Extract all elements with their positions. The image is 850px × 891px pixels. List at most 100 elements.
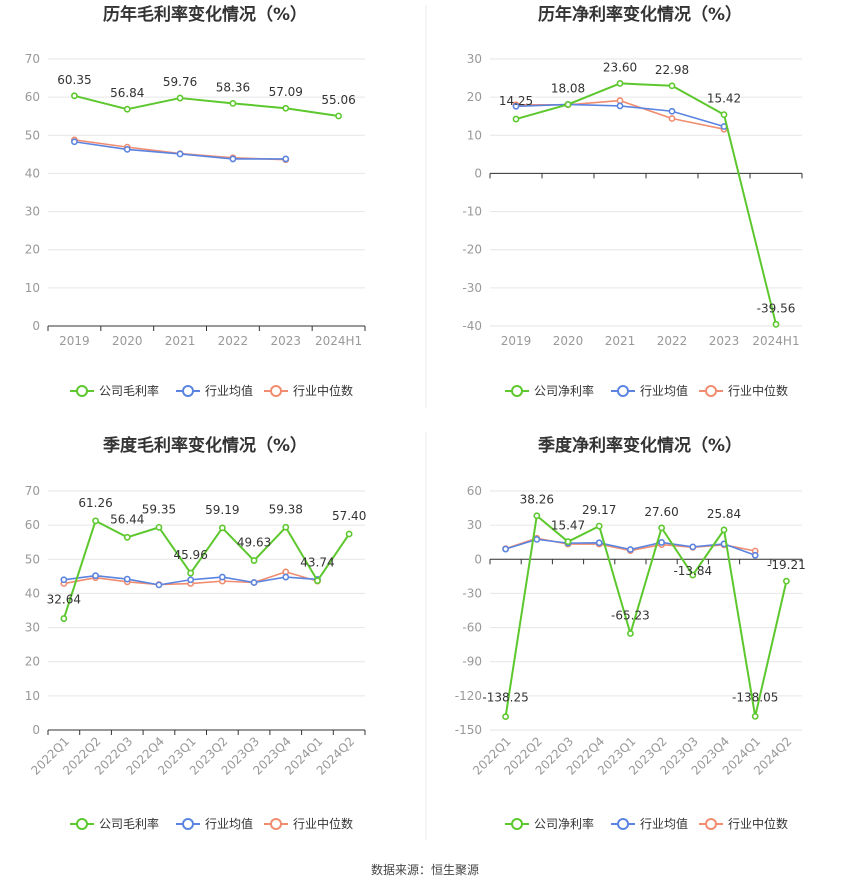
data-label: -13.84: [673, 564, 712, 578]
legend-label-avg: 行业均值: [640, 383, 688, 398]
x-tick-label: 2024H1: [315, 334, 362, 348]
data-point-avg: [668, 107, 676, 115]
data-label: 60.35: [57, 73, 91, 87]
data-point-avg: [282, 155, 290, 163]
data-label: 15.42: [707, 92, 741, 106]
data-point-company: [720, 111, 728, 119]
y-tick-label: -120: [455, 689, 482, 703]
y-tick-label: 20: [467, 90, 482, 104]
series-line-company: [515, 82, 777, 325]
data-label: 57.40: [332, 509, 366, 523]
annual-net-margin-chart: 历年净利率变化情况（%） -40 -30 -20 -10 0 10 20 30 2019 2020 2…: [462, 4, 803, 398]
data-point-company: [60, 615, 68, 622]
data-label: 25.84: [707, 507, 741, 521]
data-label: 59.35: [142, 502, 176, 516]
data-point-company: [218, 524, 226, 532]
data-point-company: [92, 517, 99, 525]
y-tick-label: 20: [25, 243, 40, 257]
data-label: 27.60: [644, 505, 678, 519]
y-tick-label: 20: [25, 655, 40, 669]
data-label: -19.21: [767, 558, 806, 572]
data-point-avg: [92, 572, 99, 580]
data-point-company: [533, 512, 541, 520]
y-tick-label: 70: [25, 52, 40, 66]
chart-title: 历年净利率变化情况（%）: [538, 4, 742, 25]
data-point-avg: [595, 539, 603, 547]
data-label: -138.25: [482, 691, 528, 705]
data-point-avg: [187, 576, 195, 584]
data-point-company: [282, 104, 290, 112]
data-label: 58.36: [216, 80, 250, 94]
y-tick-label: -30: [462, 586, 482, 600]
data-point-company: [751, 712, 759, 720]
data-label: 59.76: [163, 75, 197, 89]
y-tick-label: -30: [462, 281, 482, 295]
data-point-avg: [533, 535, 541, 543]
data-point-company: [564, 101, 572, 108]
data-point-company: [282, 523, 290, 531]
data-label: 45.96: [173, 548, 207, 562]
data-point-company: [335, 112, 342, 120]
data-label: -138.05: [732, 690, 778, 704]
data-point-avg: [250, 579, 258, 586]
y-tick-label: 60: [25, 518, 40, 532]
y-tick-label: 0: [32, 319, 40, 333]
x-tick-label: 2024H1: [752, 334, 799, 348]
y-tick-label: -20: [462, 243, 482, 257]
data-label: 14.25: [499, 94, 533, 108]
series-line-company: [74, 94, 339, 117]
y-tick-label: 0: [474, 166, 482, 180]
data-point-avg: [71, 138, 78, 146]
data-label: 49.63: [237, 536, 271, 550]
legend-swatch-marker-median: [270, 818, 282, 830]
data-point-avg: [689, 543, 697, 551]
data-label: 56.84: [110, 86, 144, 100]
data-point-avg: [218, 573, 226, 581]
data-label: 59.19: [205, 503, 239, 517]
data-point-company: [668, 82, 676, 90]
y-tick-label: 40: [25, 166, 40, 180]
x-tick-label: 2020: [112, 334, 143, 348]
legend-label-company: 公司毛利率: [99, 383, 159, 398]
y-tick-label: 30: [467, 52, 482, 66]
y-tick-label: 10: [467, 128, 482, 142]
chart-title: 历年毛利率变化情况（%）: [103, 4, 307, 25]
data-point-avg: [123, 145, 131, 153]
x-tick-label: 2021: [165, 334, 196, 348]
data-point-avg: [658, 539, 665, 546]
x-tick-label: 2022: [218, 334, 249, 348]
data-point-company: [229, 99, 237, 107]
data-point-company: [187, 569, 195, 577]
y-tick-label: 0: [474, 552, 482, 566]
data-point-company: [616, 80, 624, 87]
y-tick-label: -40: [462, 319, 482, 333]
data-label: 59.38: [269, 502, 303, 516]
data-label: 15.47: [551, 519, 585, 533]
data-point-company: [123, 533, 131, 541]
legend-swatch-marker-company: [76, 818, 88, 830]
y-tick-label: 70: [25, 484, 40, 498]
legend-label-median: 行业中位数: [728, 383, 788, 398]
y-tick-label: 40: [25, 586, 40, 600]
series-line-company: [62, 519, 350, 619]
quarterly-gross-margin-chart: 季度毛利率变化情况（%）0102030405060702022Q12022Q22…: [25, 435, 367, 831]
y-tick-label: 50: [25, 552, 40, 566]
data-point-avg: [123, 575, 131, 583]
legend-swatch-marker-median: [705, 818, 717, 830]
data-point-avg: [512, 102, 520, 110]
data-point-company: [502, 713, 509, 721]
y-tick-label: 50: [25, 128, 40, 142]
x-tick-label: 2019: [59, 334, 90, 348]
data-source-note: 数据来源：恒生聚源: [370, 863, 479, 877]
data-point-avg: [502, 545, 509, 553]
legend-swatch-marker-median: [705, 385, 717, 397]
data-point-avg: [751, 551, 759, 559]
legend-swatch-marker-avg: [617, 818, 629, 830]
data-point-company: [155, 523, 163, 531]
data-point-company: [595, 522, 603, 530]
data-label: 56.44: [110, 512, 144, 526]
data-point-company: [783, 577, 790, 585]
y-tick-label: 60: [25, 90, 40, 104]
data-label: -65.23: [611, 609, 650, 623]
chart-title: 季度毛利率变化情况（%）: [103, 435, 307, 456]
